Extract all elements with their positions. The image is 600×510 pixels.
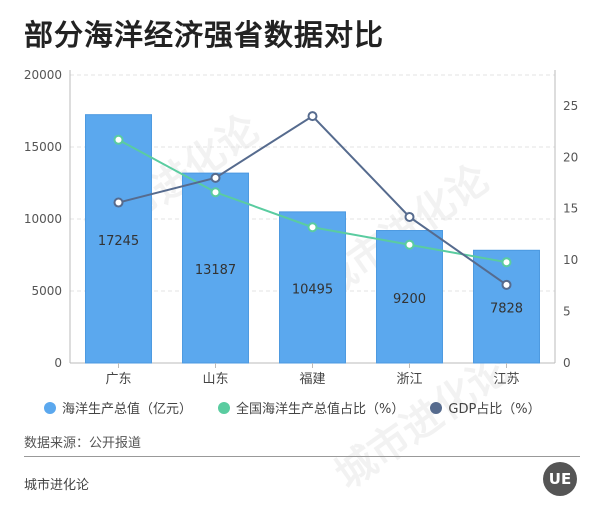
bar-value-label: 13187 [195,263,236,278]
bar-value-label: 17245 [98,234,139,249]
y-right-tick-label: 5 [563,305,571,319]
y-right-tick-label: 10 [563,253,578,267]
bar [182,172,249,364]
gdp-point [307,111,318,122]
legend-dot-icon [44,401,56,414]
legend-dot-icon [218,401,231,414]
y-right-tick-label: 20 [563,150,578,164]
page-title: 部分海洋经济强省数据对比 [24,18,385,52]
y-left-tick-label: 5000 [31,284,62,298]
gdp-point [501,279,512,290]
legend-item-share[interactable]: 全国海洋生产总值占比（%） [218,398,404,417]
bar-value-label: 9200 [393,292,426,307]
x-tick-label: 浙江 [396,372,422,387]
share-point [404,239,415,250]
legend: 海洋生产总值（亿元） 全国海洋生产总值占比（%） GDP占比（%） [44,398,541,417]
bar-value-label: 10495 [292,282,333,297]
legend-label: 全国海洋生产总值占比（%） [236,402,405,417]
share-point [501,257,512,268]
x-tick-label: 江苏 [493,371,519,387]
gdp-point [404,211,415,222]
legend-item-gdp[interactable]: GDP占比（%） [430,398,541,417]
data-source: 数据来源：公开报道 [24,436,142,451]
legend-label: GDP占比（%） [448,402,541,417]
chart: 0 5000 10000 15000 20000 0 5 10 15 20 25 17245 13187… [24,68,578,387]
y-left-tick-label: 15000 [24,140,62,154]
y-left-tick-label: 0 [54,356,62,370]
divider [24,456,580,457]
y-left-tick-label: 10000 [24,212,62,226]
y-right-tick-label: 0 [563,356,571,370]
footer-brand: 城市进化论 [24,478,90,493]
legend-item-bar[interactable]: 海洋生产总值（亿元） [44,398,192,417]
y-right-tick-label: 15 [563,202,578,216]
y-right-tick-label: 25 [563,99,578,113]
share-point [113,134,124,145]
x-tick-label: 广东 [105,372,131,387]
x-tick-label: 福建 [299,372,325,387]
share-point [210,187,221,198]
bar [279,211,346,364]
legend-label: 海洋生产总值（亿元） [62,402,193,417]
gdp-point [210,172,221,183]
share-point [307,222,318,233]
gdp-point [113,197,124,208]
bar [85,114,152,364]
y-left-tick-label: 20000 [24,68,62,82]
x-tick-label: 山东 [202,372,228,387]
legend-dot-icon [430,401,443,414]
bar-value-label: 7828 [490,302,523,317]
brand-logo: UE [543,462,577,496]
